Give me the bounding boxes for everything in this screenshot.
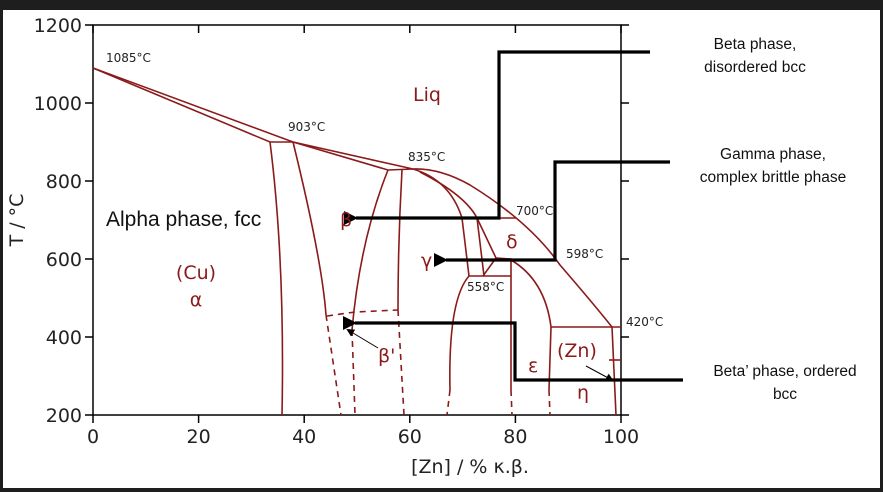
x-tick-label: 100 xyxy=(603,426,639,448)
plot-frame xyxy=(92,24,622,416)
beta-prime-annotation-line2: bcc xyxy=(773,386,797,403)
x-tick-label: 0 xyxy=(87,426,99,448)
temp-label: 1085°C xyxy=(106,51,151,65)
zn-label-arrow xyxy=(585,365,614,381)
phase-label-liquid: Liq xyxy=(413,84,441,106)
x-tick-label: 20 xyxy=(187,426,211,448)
x-tick-label: 40 xyxy=(292,426,316,448)
x-axis-label: [Zn] / % κ.β. xyxy=(411,456,529,478)
temp-label: 598°C xyxy=(566,247,603,261)
phase-label-epsilon: ε xyxy=(528,355,538,377)
phase-label-gamma: γ xyxy=(421,250,432,272)
phase-label-beta: β xyxy=(340,209,352,231)
y-tick-label: 600 xyxy=(46,249,82,271)
beta-annotation-line2: disordered bcc xyxy=(704,59,806,76)
phase-label-cu: (Cu) xyxy=(176,262,216,284)
temp-label: 420°C xyxy=(626,315,663,329)
gamma-pointer-arrow xyxy=(434,160,670,267)
y-tick-label: 200 xyxy=(46,405,82,427)
x-tick-label: 60 xyxy=(398,426,422,448)
phase-label-delta: δ xyxy=(506,231,518,253)
beta-prime-label-arrow xyxy=(346,328,379,349)
temp-label: 903°C xyxy=(288,120,325,134)
phase-label-eta: η xyxy=(577,382,589,404)
tick-marks xyxy=(85,24,629,423)
y-tick-label: 400 xyxy=(46,327,82,349)
y-axis-label: T / °C xyxy=(6,194,28,248)
beta-prime-pointer-arrow xyxy=(343,316,683,382)
gamma-annotation-line1: Gamma phase, xyxy=(720,146,826,163)
temp-label: 700°C xyxy=(516,204,553,218)
x-tick-label: 80 xyxy=(503,426,527,448)
y-tick-label: 800 xyxy=(46,171,82,193)
y-tick-label: 1000 xyxy=(34,93,82,115)
gamma-annotation-line2: complex brittle phase xyxy=(700,169,846,186)
alpha-description: Alpha phase, fcc xyxy=(106,208,261,231)
beta-pointer-arrow xyxy=(344,50,650,225)
temp-label: 835°C xyxy=(408,150,445,164)
phase-label-alpha: α xyxy=(190,289,203,311)
temp-label: 558°C xyxy=(467,280,504,294)
y-tick-label: 1200 xyxy=(34,15,82,37)
panel xyxy=(3,10,880,488)
beta-annotation-line1: Beta phase, xyxy=(714,36,797,53)
beta-prime-annotation-line1: Beta’ phase, ordered xyxy=(713,363,856,380)
phase-label-beta-prime: β' xyxy=(378,345,395,367)
phase-label-zn: (Zn) xyxy=(557,340,597,362)
phase-boundaries xyxy=(92,67,621,416)
